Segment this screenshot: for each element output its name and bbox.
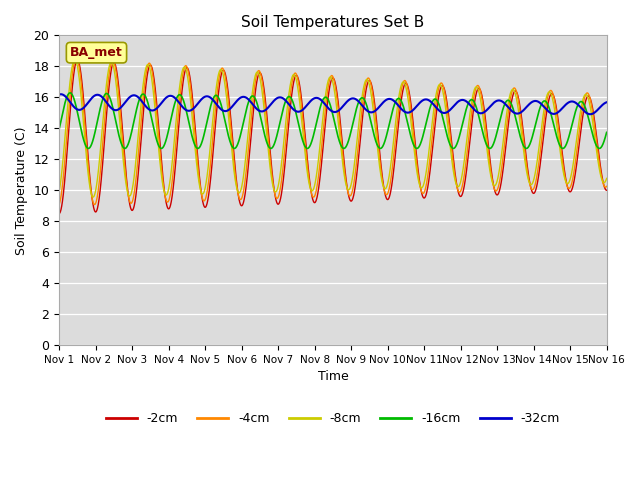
Y-axis label: Soil Temperature (C): Soil Temperature (C) (15, 126, 28, 254)
-4cm (593, 136, 600, 142)
-4cm (91, 202, 99, 207)
-2cm (289, 83, 297, 89)
-4cm (266, 149, 273, 155)
-8cm (118, 144, 126, 149)
-32cm (266, 103, 273, 109)
-8cm (71, 57, 79, 62)
Legend: -2cm, -4cm, -8cm, -16cm, -32cm: -2cm, -4cm, -8cm, -16cm, -32cm (100, 407, 565, 430)
-4cm (55, 202, 63, 207)
-2cm (118, 118, 125, 124)
-32cm (586, 111, 594, 117)
-32cm (57, 91, 65, 97)
-2cm (533, 182, 541, 188)
-4cm (603, 183, 611, 189)
-4cm (533, 171, 541, 177)
Line: -2cm: -2cm (59, 60, 607, 214)
-8cm (150, 100, 158, 106)
Line: -4cm: -4cm (59, 58, 607, 204)
-16cm (603, 130, 611, 135)
-4cm (289, 74, 297, 80)
-8cm (55, 189, 63, 194)
Line: -32cm: -32cm (59, 94, 607, 114)
-8cm (603, 176, 611, 181)
-32cm (289, 106, 297, 112)
-2cm (266, 139, 273, 145)
Text: BA_met: BA_met (70, 46, 123, 59)
-32cm (55, 92, 63, 97)
-4cm (72, 55, 80, 61)
-16cm (592, 142, 600, 148)
-16cm (595, 145, 603, 151)
-16cm (55, 126, 63, 132)
-8cm (266, 159, 273, 165)
-16cm (67, 90, 74, 96)
-8cm (289, 72, 297, 78)
-4cm (118, 130, 126, 136)
-2cm (150, 78, 158, 84)
-32cm (533, 98, 541, 104)
-16cm (533, 115, 541, 121)
-2cm (603, 187, 611, 193)
Line: -16cm: -16cm (59, 93, 607, 148)
-16cm (150, 128, 158, 133)
-8cm (89, 194, 97, 200)
-32cm (118, 104, 125, 109)
-16cm (266, 144, 273, 150)
Line: -8cm: -8cm (59, 60, 607, 197)
Title: Soil Temperatures Set B: Soil Temperatures Set B (241, 15, 424, 30)
-2cm (55, 211, 63, 216)
-8cm (593, 145, 600, 151)
-2cm (592, 129, 600, 135)
-32cm (603, 99, 611, 105)
-16cm (118, 142, 125, 147)
-32cm (150, 107, 158, 113)
-16cm (289, 99, 297, 105)
-4cm (150, 86, 158, 92)
-2cm (74, 57, 81, 63)
-8cm (533, 157, 541, 163)
X-axis label: Time: Time (317, 371, 348, 384)
-32cm (593, 108, 600, 114)
